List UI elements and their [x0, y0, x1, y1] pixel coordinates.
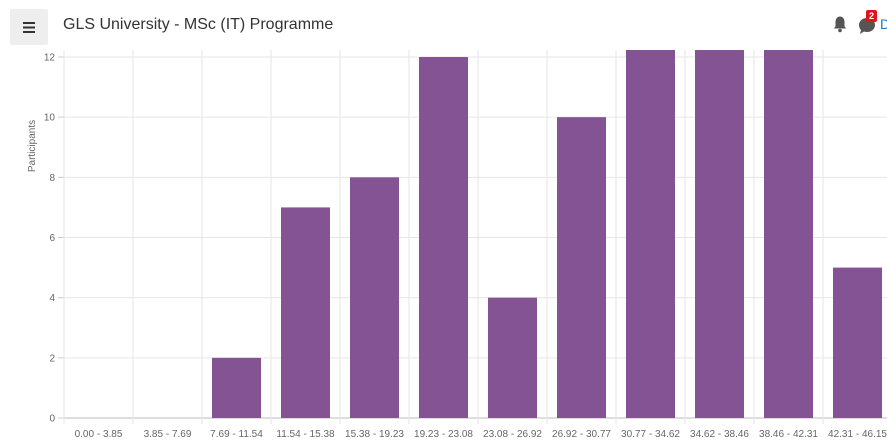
x-tick-label: 23.08 - 26.92 [483, 429, 542, 440]
bar[interactable] [764, 50, 813, 418]
y-tick-label: 8 [49, 173, 55, 184]
x-tick-label: 42.31 - 46.15 [828, 429, 887, 440]
page-title: GLS University - MSc (IT) Programme [63, 16, 334, 33]
y-axis-label: Participants [27, 120, 38, 172]
bar[interactable] [212, 357, 261, 418]
notification-badge: 2 [866, 10, 877, 22]
x-tick-label: 7.69 - 11.54 [210, 429, 263, 440]
x-tick-label: 26.92 - 30.77 [552, 429, 611, 440]
y-tick-label: 6 [49, 233, 55, 244]
bar[interactable] [419, 57, 468, 418]
bar[interactable] [833, 267, 882, 418]
y-tick-label: 10 [44, 113, 56, 124]
bar[interactable] [695, 50, 744, 418]
x-tick-label: 15.38 - 19.23 [345, 429, 404, 440]
bar[interactable] [626, 50, 675, 418]
x-tick-label: 30.77 - 34.62 [621, 429, 680, 440]
x-tick-label: 0.00 - 3.85 [75, 429, 123, 440]
menu-toggle-button[interactable] [10, 9, 48, 45]
y-tick-label: 4 [49, 293, 55, 304]
bar[interactable] [488, 297, 537, 418]
bar[interactable] [557, 117, 606, 419]
user-menu-link[interactable]: D [880, 16, 887, 32]
x-tick-label: 11.54 - 15.38 [276, 429, 335, 440]
x-tick-label: 3.85 - 7.69 [144, 429, 192, 440]
participants-bar-chart: 0 2 4 6 8 10 12 0.00 - 3.85 3.85 - 7.69 7.69 - 1… [27, 50, 887, 440]
bar[interactable] [281, 207, 330, 418]
chart-bars [212, 50, 882, 419]
bar[interactable] [350, 177, 399, 418]
chart-grid [58, 50, 887, 424]
bell-icon[interactable] [833, 15, 847, 33]
menu-icon [23, 21, 35, 33]
x-axis-ticks: 0.00 - 3.85 3.85 - 7.69 7.69 - 11.54 11.54 … [75, 429, 887, 440]
y-tick-label: 12 [44, 53, 56, 64]
y-tick-label: 0 [49, 414, 55, 425]
y-tick-label: 2 [49, 353, 55, 364]
x-tick-label: 19.23 - 23.08 [414, 429, 473, 440]
message-icon[interactable] [858, 13, 876, 35]
x-tick-label: 38.46 - 42.31 [759, 429, 818, 440]
x-tick-label: 34.62 - 38.46 [690, 429, 749, 440]
y-axis-ticks: 0 2 4 6 8 10 12 [44, 53, 56, 425]
top-header: GLS University - MSc (IT) Programme 2 D [0, 0, 887, 50]
